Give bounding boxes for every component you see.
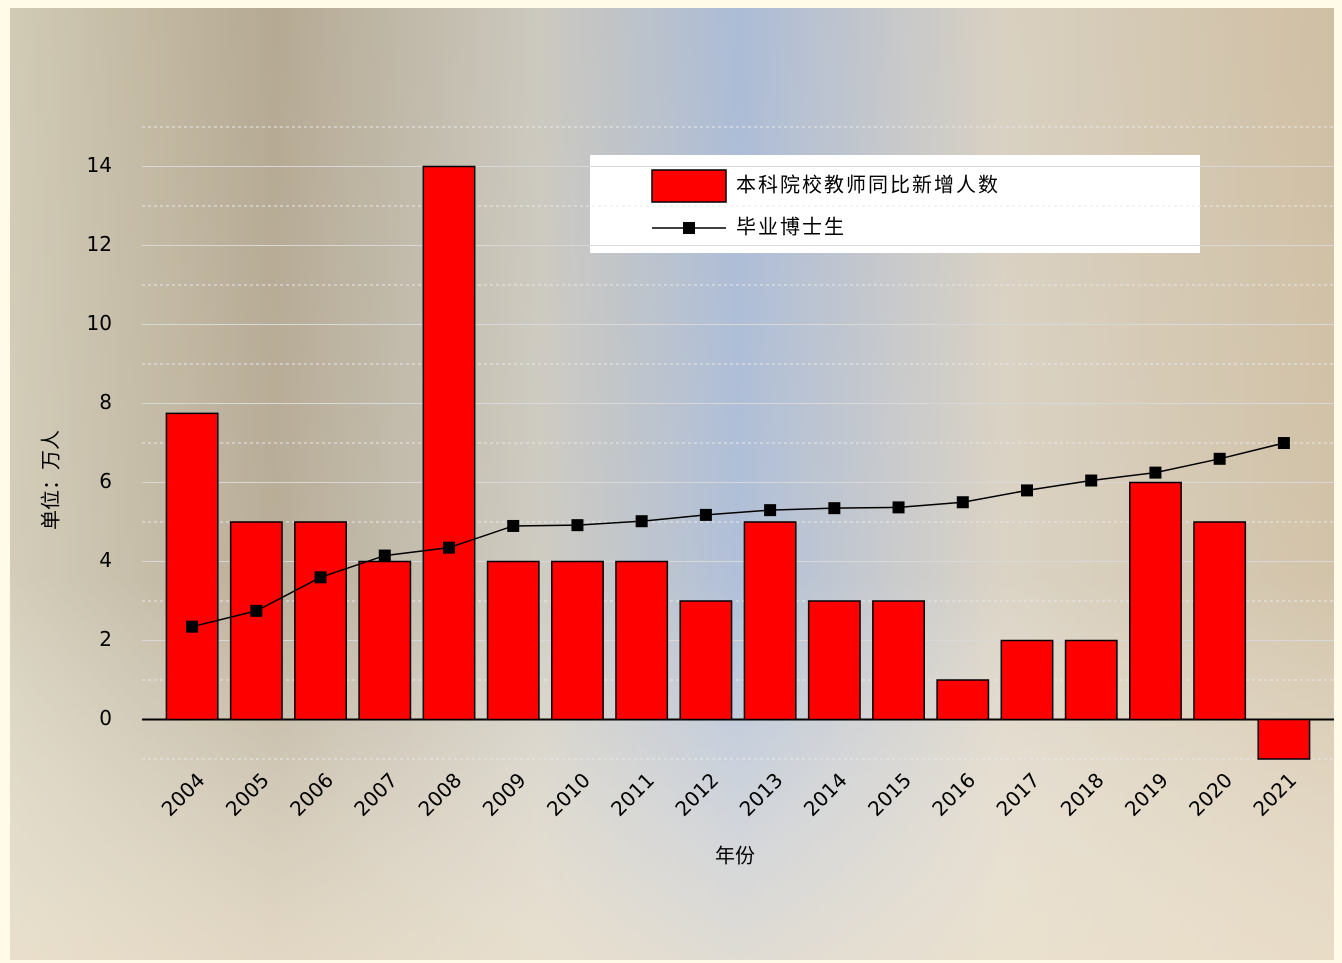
line-marker: [571, 519, 584, 532]
bar: [294, 521, 347, 721]
bar: [1000, 639, 1054, 721]
bar: [229, 521, 283, 721]
bar: [936, 679, 990, 721]
bar: [743, 521, 797, 721]
line-marker: [635, 515, 648, 528]
legend-label: 毕业博士生: [736, 215, 846, 239]
y-tick-label: 6: [99, 469, 112, 493]
y-axis-title: 单位：万人: [39, 430, 63, 530]
bar: [358, 560, 412, 721]
line-marker: [378, 549, 391, 562]
line-marker: [1277, 437, 1290, 449]
line-marker: [250, 604, 263, 617]
bar: [422, 165, 476, 721]
bar: [486, 560, 540, 721]
line-marker: [1149, 466, 1162, 479]
bar: [807, 600, 861, 721]
legend-label: 本科院校教师同比新增人数: [736, 173, 1000, 197]
y-tick-label: 8: [99, 390, 112, 414]
bar: [551, 560, 604, 721]
line-marker: [764, 504, 777, 517]
bar: [165, 412, 219, 721]
line-marker: [892, 501, 905, 514]
y-tick-label: 10: [87, 311, 112, 335]
line-marker: [507, 519, 520, 532]
x-axis-title: 年份: [715, 844, 755, 868]
line-marker: [828, 502, 841, 515]
line-marker: [186, 620, 199, 633]
bar: [1257, 718, 1311, 760]
line-marker: [314, 571, 327, 584]
line-marker: [1213, 452, 1226, 465]
line: [191, 442, 1285, 628]
line-marker: [1021, 484, 1033, 497]
bar: [1129, 481, 1182, 721]
legend-swatch: [651, 169, 727, 203]
y-tick-label: 4: [99, 548, 112, 572]
y-tick-label: 2: [99, 627, 112, 651]
bar: [679, 600, 733, 721]
line-marker: [1085, 474, 1098, 487]
line-marker: [699, 508, 712, 521]
bar: [615, 560, 669, 721]
legend-swatch-marker: [683, 222, 695, 234]
y-tick-label: 14: [87, 153, 112, 177]
y-tick-label: 12: [87, 232, 112, 256]
y-tick-label: 0: [99, 706, 112, 730]
line-marker: [956, 496, 969, 509]
bar: [1193, 521, 1247, 721]
line-marker: [443, 541, 455, 554]
bar: [872, 600, 925, 721]
bar: [1064, 639, 1118, 721]
